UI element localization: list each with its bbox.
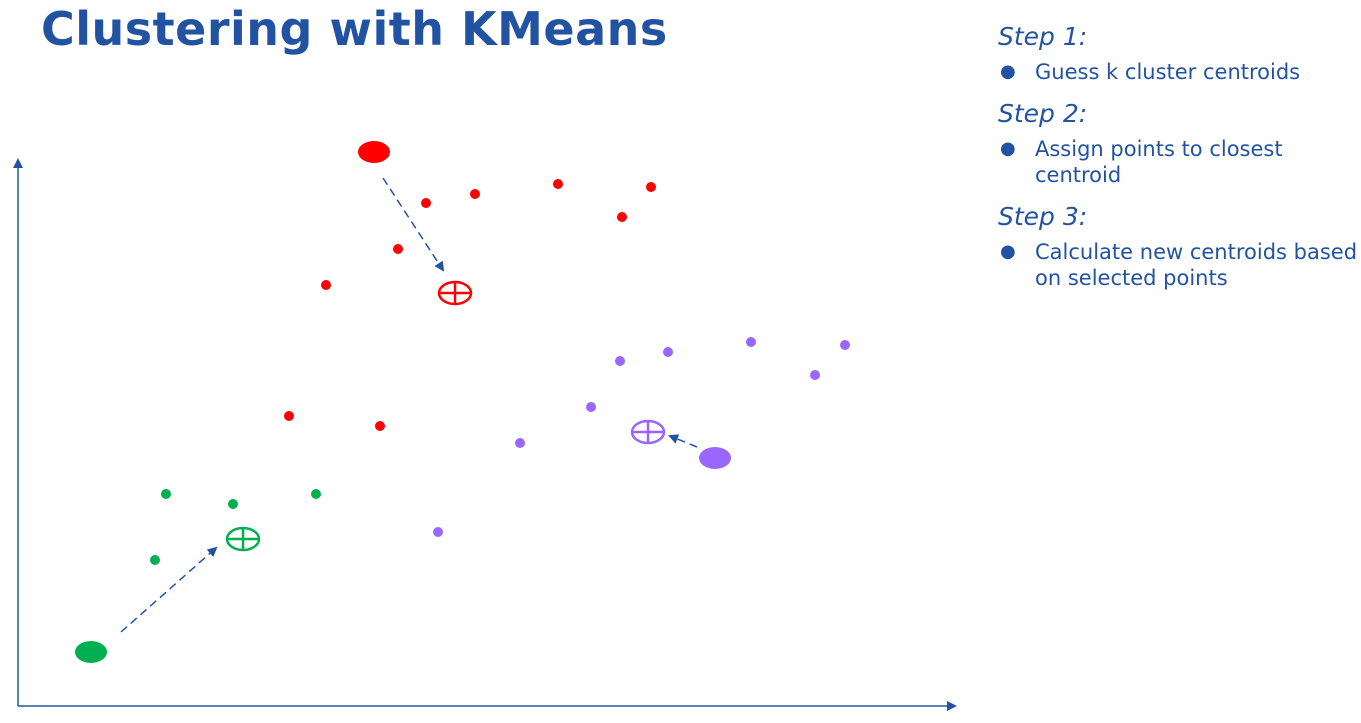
purple-new-centroid-icon <box>630 419 666 445</box>
red-point <box>553 179 563 189</box>
red-new-centroid-icon <box>437 280 473 306</box>
red-move-arrow <box>382 177 445 272</box>
step-3-heading: Step 3: <box>998 202 1088 231</box>
slide-title: Clustering with KMeans <box>41 2 668 56</box>
red-point <box>321 280 331 290</box>
step-1-heading: Step 1: <box>998 22 1088 51</box>
red-initial-centroid <box>358 141 390 163</box>
green-point <box>311 489 321 499</box>
purple-point <box>586 402 596 412</box>
steps-panel: Step 1: ● Guess k cluster centroids Step … <box>998 22 1358 305</box>
purple-point <box>433 527 443 537</box>
purple-point <box>746 337 756 347</box>
red-point <box>470 189 480 199</box>
purple-point <box>515 438 525 448</box>
red-point <box>646 182 656 192</box>
green-point <box>228 499 238 509</box>
purple-point <box>615 356 625 366</box>
green-point <box>161 489 171 499</box>
step-2-heading: Step 2: <box>998 99 1088 128</box>
purple-move-arrow <box>668 434 698 448</box>
red-point <box>393 244 403 254</box>
step-1-bullet: ● Guess k cluster centroids <box>1000 60 1301 84</box>
purple-point <box>663 347 673 357</box>
purple-point <box>840 340 850 350</box>
red-cluster <box>284 141 656 431</box>
bullet-icon: ● <box>1000 61 1016 82</box>
purple-point <box>810 370 820 380</box>
green-cluster <box>75 489 321 663</box>
bullet-icon: ● <box>1000 138 1016 159</box>
bullet-icon: ● <box>1000 241 1016 262</box>
green-new-centroid-icon <box>225 526 261 552</box>
red-point <box>375 421 385 431</box>
red-point <box>284 411 294 421</box>
purple-initial-centroid <box>699 447 731 469</box>
green-move-arrow <box>120 546 218 633</box>
purple-cluster <box>433 337 850 537</box>
step-2-bullet: ● Assign points to closest centroid <box>1000 137 1283 187</box>
green-point <box>150 555 160 565</box>
green-initial-centroid <box>75 641 107 663</box>
step-3-bullet: ● Calculate new centroids based on select… <box>1000 240 1358 290</box>
red-point <box>617 212 627 222</box>
red-point <box>421 198 431 208</box>
